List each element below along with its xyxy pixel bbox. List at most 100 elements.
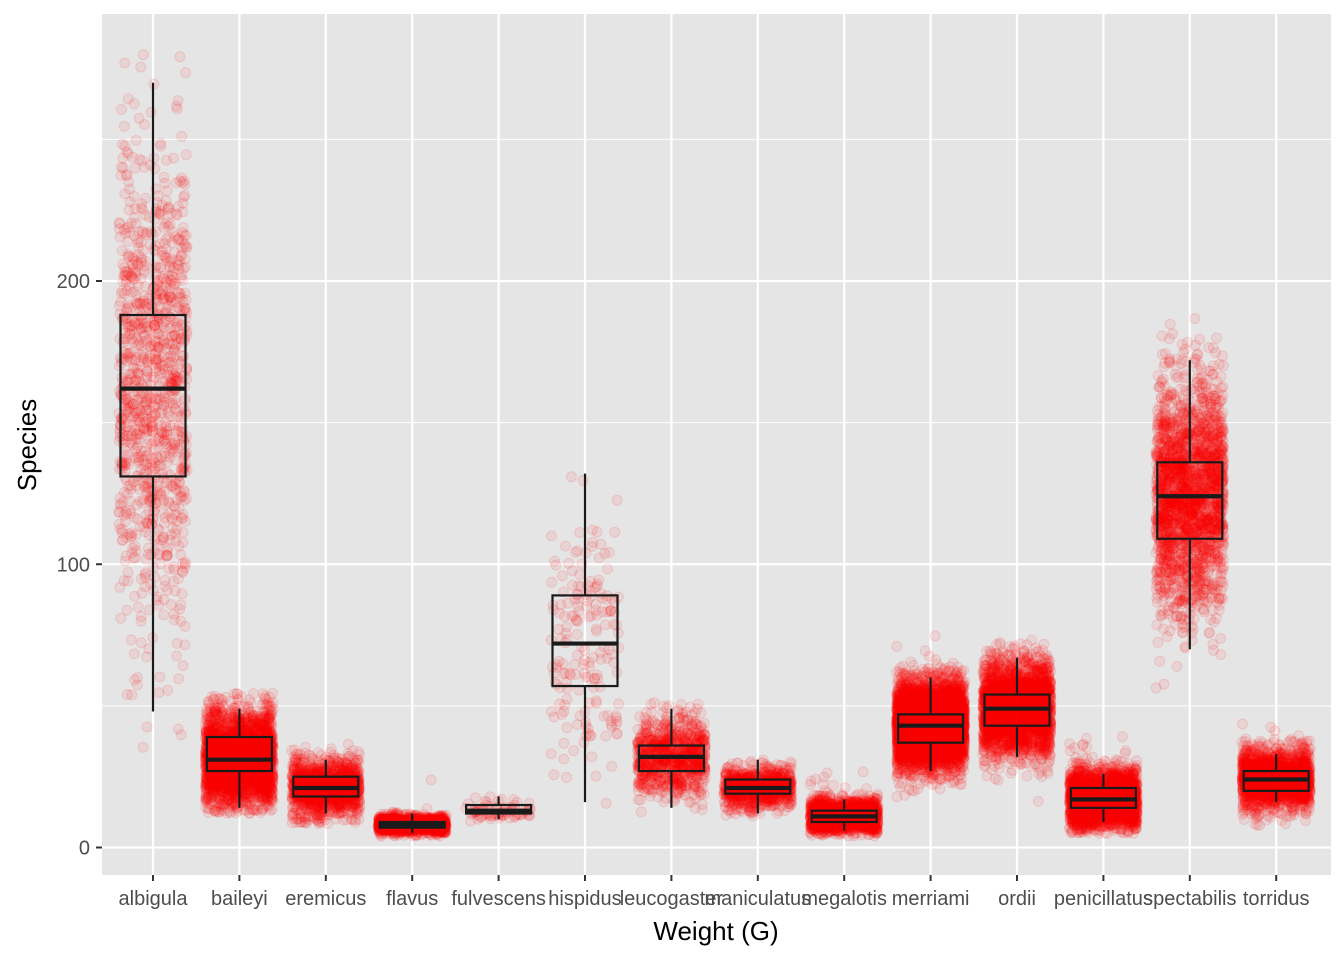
data-point	[179, 556, 191, 568]
data-point	[232, 693, 244, 705]
data-point	[145, 396, 157, 408]
data-point	[156, 451, 168, 463]
data-point	[127, 542, 139, 554]
data-point	[130, 529, 142, 541]
data-point	[135, 463, 147, 475]
data-point	[159, 574, 171, 586]
data-point	[138, 400, 150, 412]
data-point	[134, 298, 146, 310]
plot-panel	[102, 14, 1331, 875]
data-point	[163, 231, 175, 243]
data-point	[171, 103, 183, 115]
data-point	[146, 518, 158, 530]
data-point	[137, 49, 149, 61]
data-point	[125, 634, 137, 646]
data-point	[141, 357, 153, 369]
data-point	[149, 400, 161, 412]
data-point	[135, 615, 147, 627]
data-point	[139, 267, 151, 279]
data-point	[171, 637, 183, 649]
data-point	[158, 292, 170, 304]
data-point	[122, 575, 134, 587]
data-point	[163, 291, 175, 303]
data-point	[174, 51, 186, 63]
data-point	[161, 544, 173, 556]
data-point	[325, 743, 337, 755]
data-point	[178, 486, 190, 498]
data-point	[130, 134, 142, 146]
data-point	[113, 217, 125, 229]
data-point	[149, 571, 161, 583]
data-point	[139, 119, 150, 130]
data-point	[116, 138, 128, 150]
data-point	[165, 208, 177, 219]
data-point	[175, 615, 187, 627]
data-point	[159, 427, 171, 438]
data-point	[172, 573, 184, 585]
data-point	[173, 420, 185, 432]
data-point	[160, 280, 172, 292]
data-point	[181, 241, 193, 252]
data-point	[140, 417, 152, 429]
data-point	[162, 270, 174, 282]
data-point	[220, 691, 232, 703]
data-point	[175, 490, 187, 502]
data-point	[145, 549, 157, 561]
data-point	[159, 580, 171, 592]
data-point	[122, 397, 134, 409]
data-point	[221, 710, 232, 722]
data-point	[120, 169, 132, 181]
data-point	[126, 689, 138, 701]
data-point	[240, 792, 252, 804]
data-point	[158, 609, 170, 621]
data-point	[162, 203, 174, 215]
data-point	[145, 421, 157, 433]
data-point	[153, 599, 165, 611]
data-point	[141, 651, 153, 663]
data-point	[169, 585, 181, 597]
data-point	[135, 252, 147, 264]
data-point	[139, 209, 151, 221]
data-point	[131, 499, 143, 511]
data-point	[138, 297, 150, 309]
data-point	[174, 175, 186, 187]
data-point	[138, 161, 150, 173]
data-point	[266, 803, 278, 815]
data-point	[132, 601, 144, 613]
data-point	[243, 773, 255, 785]
data-point	[168, 575, 180, 587]
data-point	[165, 350, 177, 362]
data-point	[132, 414, 144, 426]
data-point	[117, 496, 129, 508]
data-point	[152, 190, 164, 202]
data-point	[158, 249, 170, 261]
data-point	[141, 721, 153, 733]
data-point	[160, 154, 172, 166]
data-point	[149, 410, 161, 421]
data-point	[135, 450, 147, 462]
data-point	[124, 196, 136, 208]
data-point	[119, 140, 131, 152]
data-point	[256, 804, 268, 816]
data-point	[135, 61, 147, 73]
data-point	[180, 67, 192, 79]
data-point	[145, 106, 157, 118]
data-point	[131, 679, 143, 691]
data-point	[176, 588, 188, 600]
data-point	[158, 171, 170, 183]
data-point	[164, 410, 176, 422]
data-point	[264, 691, 276, 703]
data-point	[137, 317, 149, 329]
data-point	[127, 263, 139, 275]
data-point	[115, 612, 127, 624]
data-point	[172, 723, 184, 735]
data-point	[140, 450, 152, 462]
data-point	[177, 227, 189, 239]
data-point	[124, 183, 136, 195]
data-point	[129, 552, 141, 564]
data-point	[177, 296, 189, 308]
data-point	[126, 251, 138, 263]
data-point	[238, 716, 250, 728]
data-point	[131, 367, 143, 379]
